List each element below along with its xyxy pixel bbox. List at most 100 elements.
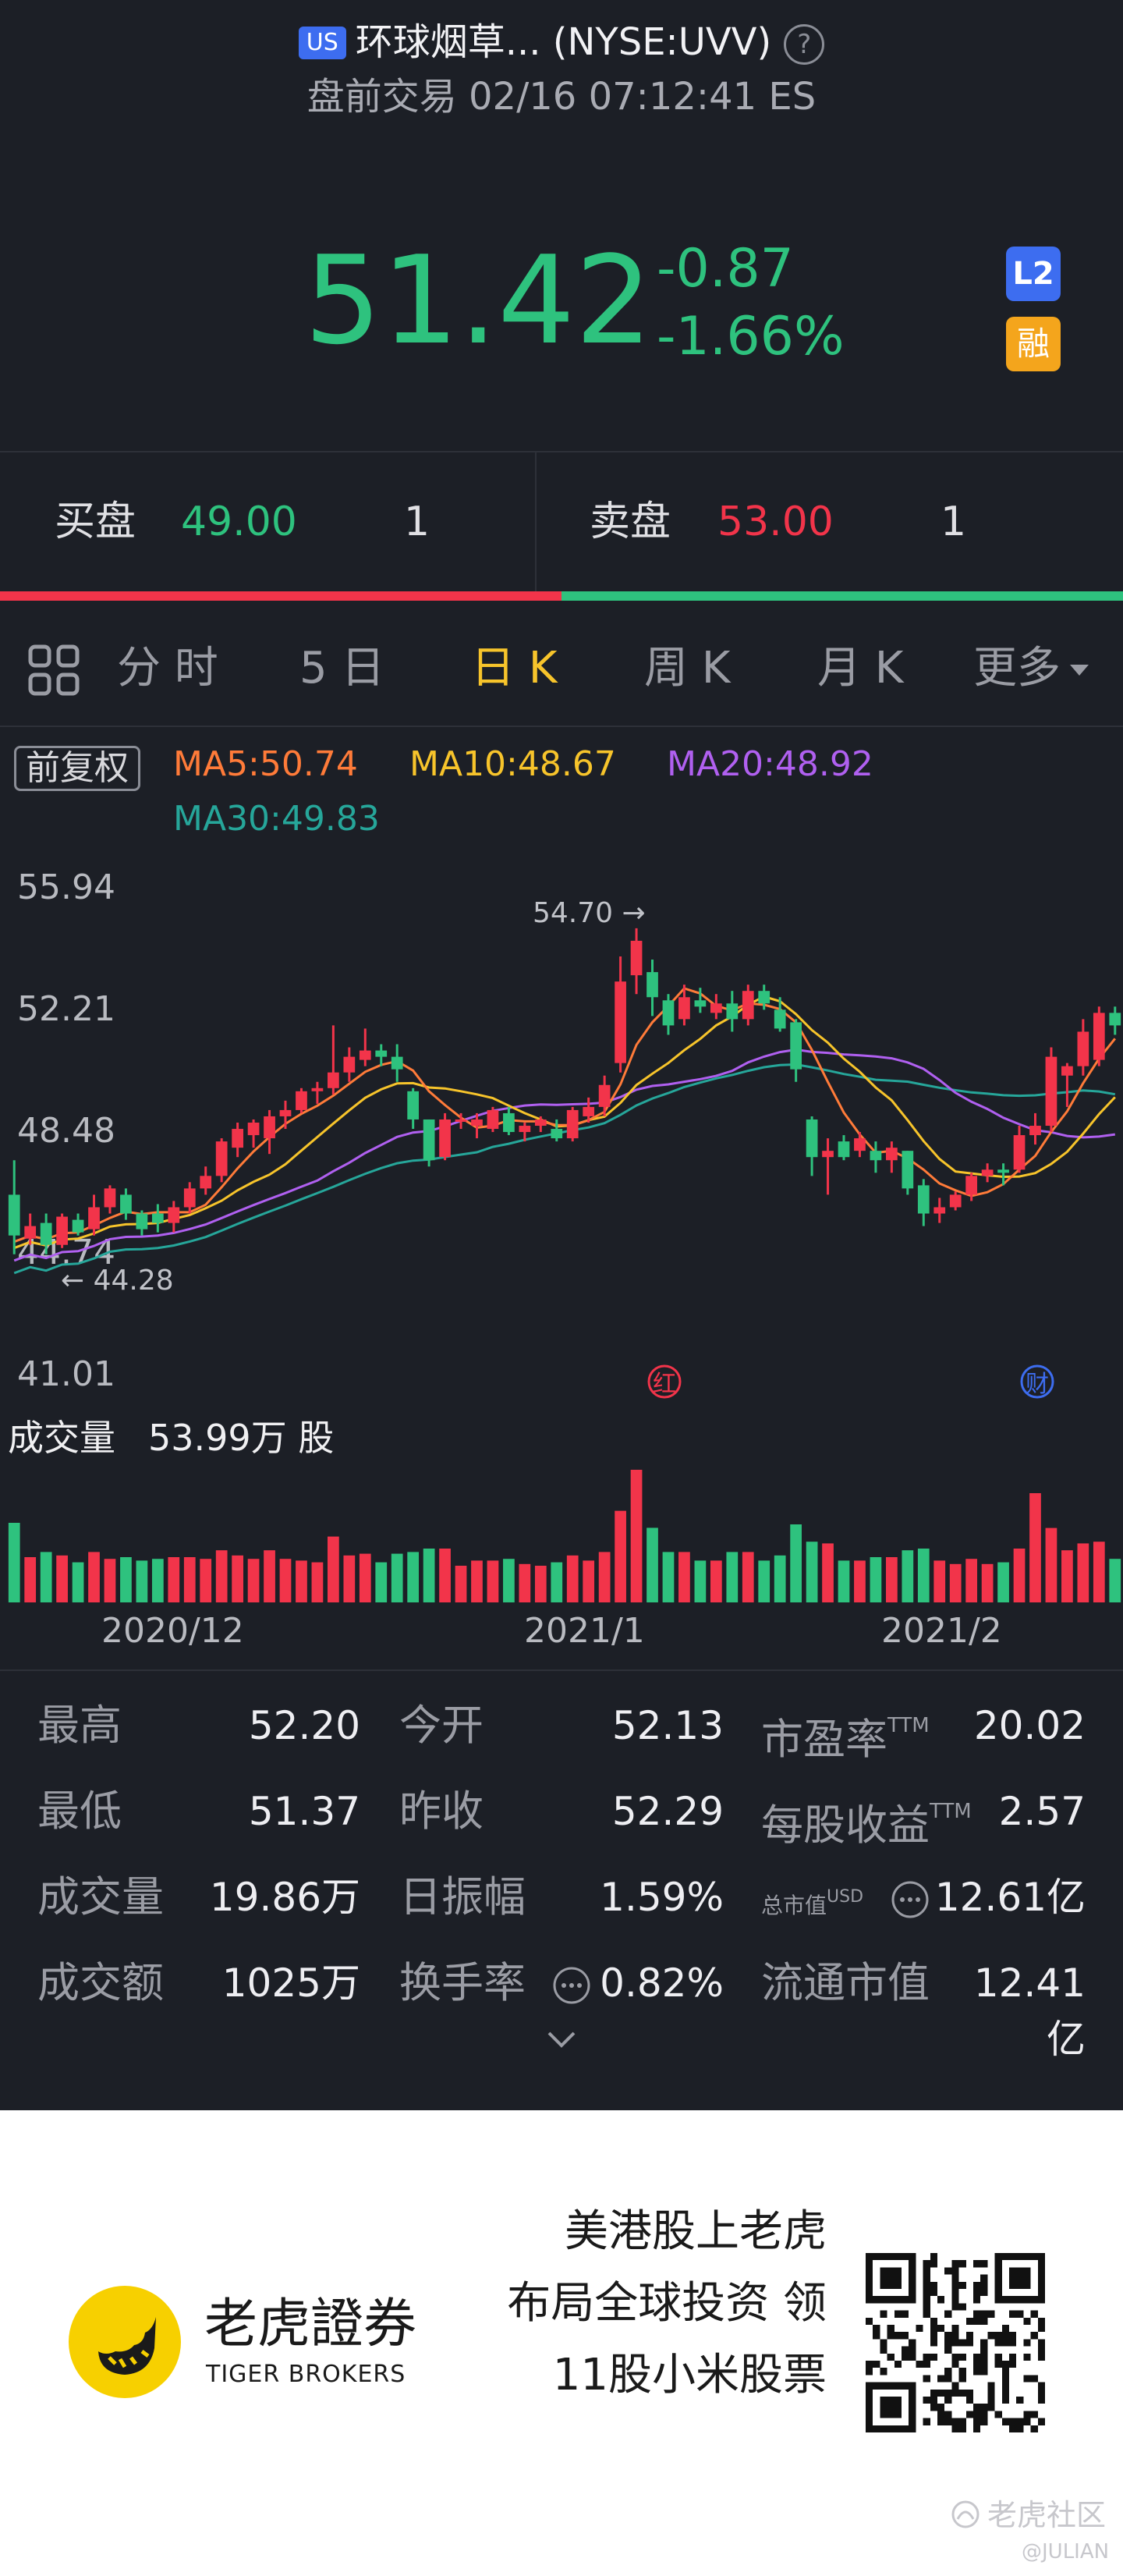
ask-panel[interactable]: 卖盘 53.00 1 — [537, 452, 1123, 591]
qr-code — [866, 2253, 1045, 2432]
brand-name-cn: 老虎證券 — [204, 2294, 417, 2355]
tab-5day[interactable]: 5 日 — [299, 643, 385, 694]
candle — [1029, 1112, 1041, 1145]
candle — [662, 994, 675, 1035]
candle — [439, 1112, 451, 1161]
stat-value-eps: 2.57 — [998, 1789, 1086, 1834]
volume-bar — [1093, 1542, 1105, 1602]
more-info-icon[interactable] — [552, 1966, 591, 2005]
candle — [471, 1112, 483, 1139]
candle — [503, 1106, 515, 1136]
slogan-line: 美港股上老虎 — [565, 2206, 827, 2257]
candle — [981, 1163, 994, 1183]
volume-bar — [662, 1552, 675, 1602]
tab-weekly-k[interactable]: 周 K — [644, 643, 731, 694]
ask-label: 卖盘 — [590, 499, 671, 545]
candle — [583, 1097, 595, 1123]
volume-bar — [917, 1549, 930, 1602]
stock-title[interactable]: US 环球烟草... (NYSE:UVV)? — [0, 17, 1123, 67]
volume-bar — [598, 1552, 611, 1602]
y-tick: 48.48 — [17, 1111, 115, 1151]
volume-bar — [296, 1560, 307, 1602]
volume-bar — [1109, 1559, 1121, 1602]
volume-bar — [886, 1557, 898, 1602]
candle — [215, 1138, 228, 1183]
candle — [168, 1201, 180, 1233]
candle — [487, 1106, 499, 1133]
candle — [343, 1047, 356, 1082]
candle — [200, 1166, 212, 1195]
volume-bar — [72, 1562, 84, 1602]
volume-bar — [726, 1552, 739, 1602]
tab-daily-k[interactable]: 日 K — [471, 643, 558, 694]
margin-badge[interactable]: 融 — [1006, 317, 1061, 371]
candle — [423, 1119, 435, 1167]
divider — [0, 1669, 1123, 1671]
tab-more-label: 更多 — [973, 643, 1061, 694]
more-info-icon[interactable] — [891, 1880, 930, 1919]
brand-name-en: TIGER BROKERS — [206, 2361, 406, 2388]
price-adjust-toggle[interactable]: 前复权 — [14, 746, 140, 791]
candle — [264, 1109, 275, 1155]
bid-panel[interactable]: 买盘 49.00 1 — [0, 452, 535, 591]
y-tick: 41.01 — [17, 1354, 115, 1394]
candle — [726, 991, 739, 1032]
candle — [949, 1191, 962, 1211]
candle — [678, 985, 690, 1026]
help-icon[interactable]: ? — [784, 24, 825, 65]
stat-label-pe: 市盈率TTM — [761, 1698, 930, 1768]
community-watermark: 老虎社区 — [950, 2496, 1106, 2534]
volume-bar — [279, 1559, 292, 1602]
stat-label-market-cap-text: 总市值 — [761, 1893, 827, 1918]
event-marker-dividend-label: 红 — [653, 1371, 676, 1398]
candle — [359, 1028, 371, 1066]
candle — [566, 1106, 579, 1142]
event-marker-dividend[interactable]: 红 — [647, 1364, 682, 1399]
candle — [710, 994, 722, 1020]
volume-bar — [1045, 1528, 1057, 1602]
volume-bar — [232, 1555, 243, 1602]
volume-bar — [455, 1566, 467, 1602]
volume-bar — [375, 1562, 388, 1602]
candle — [455, 1112, 467, 1130]
x-tick: 2021/1 — [524, 1611, 645, 1651]
bid-size: 1 — [404, 499, 430, 545]
volume-value: 53.99万 股 — [148, 1417, 335, 1459]
volume-bar — [583, 1560, 595, 1602]
tab-monthly-k[interactable]: 月 K — [817, 643, 904, 694]
candle — [88, 1194, 100, 1236]
volume-bar — [997, 1562, 1009, 1602]
candle — [886, 1141, 898, 1173]
candle — [774, 997, 786, 1032]
volume-bar — [534, 1566, 547, 1602]
ask-strength-bar — [562, 591, 1123, 601]
tab-intraday[interactable]: 分 时 — [117, 643, 218, 694]
tab-more[interactable]: 更多 — [973, 640, 1090, 697]
stat-value-pe: 20.02 — [973, 1703, 1086, 1748]
volume-bar — [854, 1560, 866, 1602]
candle — [183, 1182, 196, 1214]
stat-value-volume: 19.86万 — [209, 1875, 360, 1920]
currency-superscript: USD — [827, 1887, 864, 1907]
divider — [0, 451, 1123, 452]
ma10-label: MA10:48.67 — [409, 744, 616, 784]
candle — [534, 1116, 547, 1133]
candle — [1077, 1019, 1089, 1076]
grid-icon[interactable] — [28, 644, 80, 696]
candlestick-chart[interactable]: 54.70 → ← 44.28 红 财 — [0, 858, 1123, 1420]
candle — [328, 1025, 339, 1095]
stat-label-high: 最高 — [37, 1701, 122, 1750]
volume-bar — [902, 1550, 914, 1602]
volume-bar — [328, 1536, 339, 1602]
volume-bar — [1077, 1543, 1089, 1602]
event-marker-earnings[interactable]: 财 — [1020, 1364, 1054, 1399]
candle — [407, 1088, 420, 1130]
volume-chart[interactable] — [0, 1459, 1123, 1602]
volume-bar — [838, 1560, 850, 1602]
stat-label-low: 最低 — [37, 1787, 122, 1836]
candle — [151, 1204, 164, 1233]
expand-chevron-icon[interactable] — [546, 2028, 577, 2050]
volume-bar — [8, 1523, 20, 1602]
market-badge: US — [298, 27, 346, 59]
level2-badge[interactable]: L2 — [1006, 247, 1061, 301]
